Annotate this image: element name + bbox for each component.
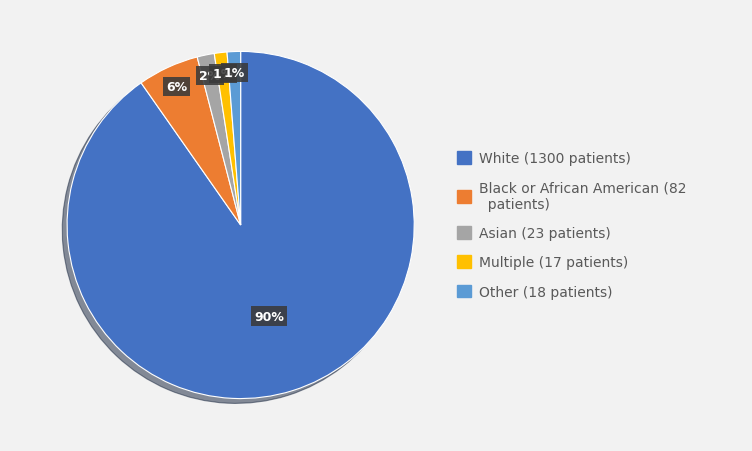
Text: 1%: 1% (212, 68, 234, 81)
Text: 2%: 2% (199, 70, 220, 83)
Wedge shape (227, 52, 241, 226)
Wedge shape (197, 54, 241, 226)
Wedge shape (67, 52, 414, 399)
Text: 1%: 1% (224, 67, 245, 80)
Text: 90%: 90% (254, 310, 284, 323)
Wedge shape (141, 58, 241, 226)
Legend: White (1300 patients), Black or African American (82
  patients), Asian (23 pati: White (1300 patients), Black or African … (443, 138, 701, 313)
Wedge shape (214, 53, 241, 226)
Text: 6%: 6% (166, 81, 187, 94)
